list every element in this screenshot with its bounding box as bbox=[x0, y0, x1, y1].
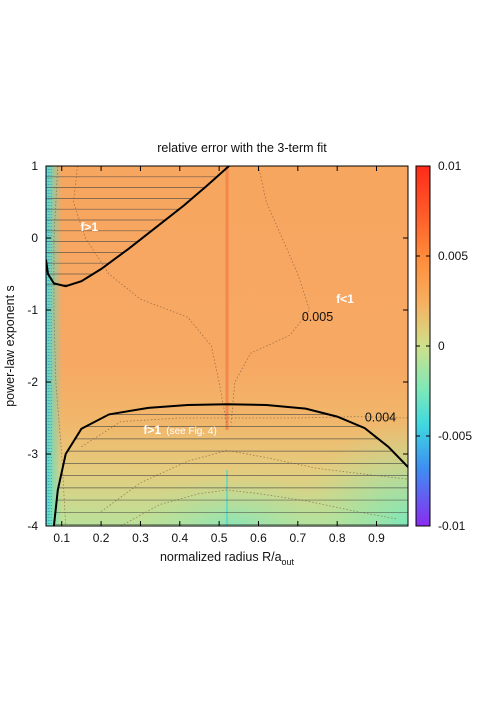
x-tick-label: 0.4 bbox=[171, 531, 188, 545]
hatch-lines-upper bbox=[46, 176, 217, 286]
colorbar-tick-label: 0.01 bbox=[438, 159, 462, 173]
x-tick-label: 0.2 bbox=[93, 531, 110, 545]
plot-frame bbox=[45, 165, 409, 527]
contour-label: 0.005 bbox=[302, 310, 333, 324]
chart-title: relative error with the 3-term fit bbox=[157, 141, 327, 155]
colorbar-tick-label: -0.005 bbox=[438, 429, 472, 443]
x-tick-label: 0.7 bbox=[289, 531, 306, 545]
y-tick-label: -4 bbox=[27, 519, 38, 533]
contour-line bbox=[53, 166, 67, 526]
x-axis-ticks: 0.1 0.2 0.3 0.4 0.5 0.6 0.7 0.8 0.9 bbox=[53, 166, 385, 545]
x-tick-label: 0.9 bbox=[368, 531, 385, 545]
f-boundaries bbox=[46, 166, 408, 526]
x-tick-label: 0.1 bbox=[53, 531, 70, 545]
y-tick-label: -3 bbox=[27, 447, 38, 461]
y-tick-label: -1 bbox=[27, 303, 38, 317]
contour-line bbox=[73, 166, 228, 426]
y-axis-label: power-law exponent s bbox=[3, 285, 17, 407]
y-tick-label: -2 bbox=[27, 375, 38, 389]
y-axis-ticks: 1 0 -1 -2 -3 -4 bbox=[27, 159, 408, 533]
y-tick-label: 0 bbox=[31, 231, 38, 245]
x-tick-label: 0.8 bbox=[329, 531, 346, 545]
colorbar-ticks: 0.01 0.005 0 -0.005 -0.01 bbox=[416, 159, 472, 533]
heatmap-lower-middle bbox=[150, 440, 320, 526]
region-label-note: (see Fig. 4) bbox=[166, 426, 217, 437]
x-axis-label: normalized radius R/aout bbox=[160, 550, 295, 567]
x-tick-label: 0.3 bbox=[132, 531, 149, 545]
colorbar-tick-label: 0 bbox=[438, 339, 445, 353]
x-tick-label: 0.6 bbox=[250, 531, 267, 545]
contour-line bbox=[100, 449, 408, 512]
upper-f-boundary bbox=[46, 166, 230, 288]
region-label: f>1 bbox=[143, 423, 161, 437]
contour-lines bbox=[46, 166, 408, 526]
x-tick-label: 0.5 bbox=[211, 531, 228, 545]
region-label: f>1 bbox=[80, 220, 98, 234]
colorbar-tick-label: -0.01 bbox=[438, 519, 466, 533]
region-label: f<1 bbox=[336, 292, 354, 306]
plot-area bbox=[46, 166, 408, 526]
contour-label: 0.004 bbox=[365, 411, 396, 425]
contour-line bbox=[230, 166, 311, 426]
colorbar-tick-label: 0.005 bbox=[438, 249, 468, 263]
y-tick-label: 1 bbox=[31, 159, 38, 173]
x-axis-label-sub: out bbox=[282, 557, 295, 567]
x-axis-label-main: normalized radius R/a bbox=[160, 550, 282, 564]
contour-line bbox=[81, 416, 408, 448]
hatch-lines-lower bbox=[54, 414, 408, 525]
annotations: 0.005 0.004 f>1 f<1 f>1 (see Fig. 4) bbox=[80, 220, 396, 437]
lower-f-boundary bbox=[52, 403, 408, 526]
